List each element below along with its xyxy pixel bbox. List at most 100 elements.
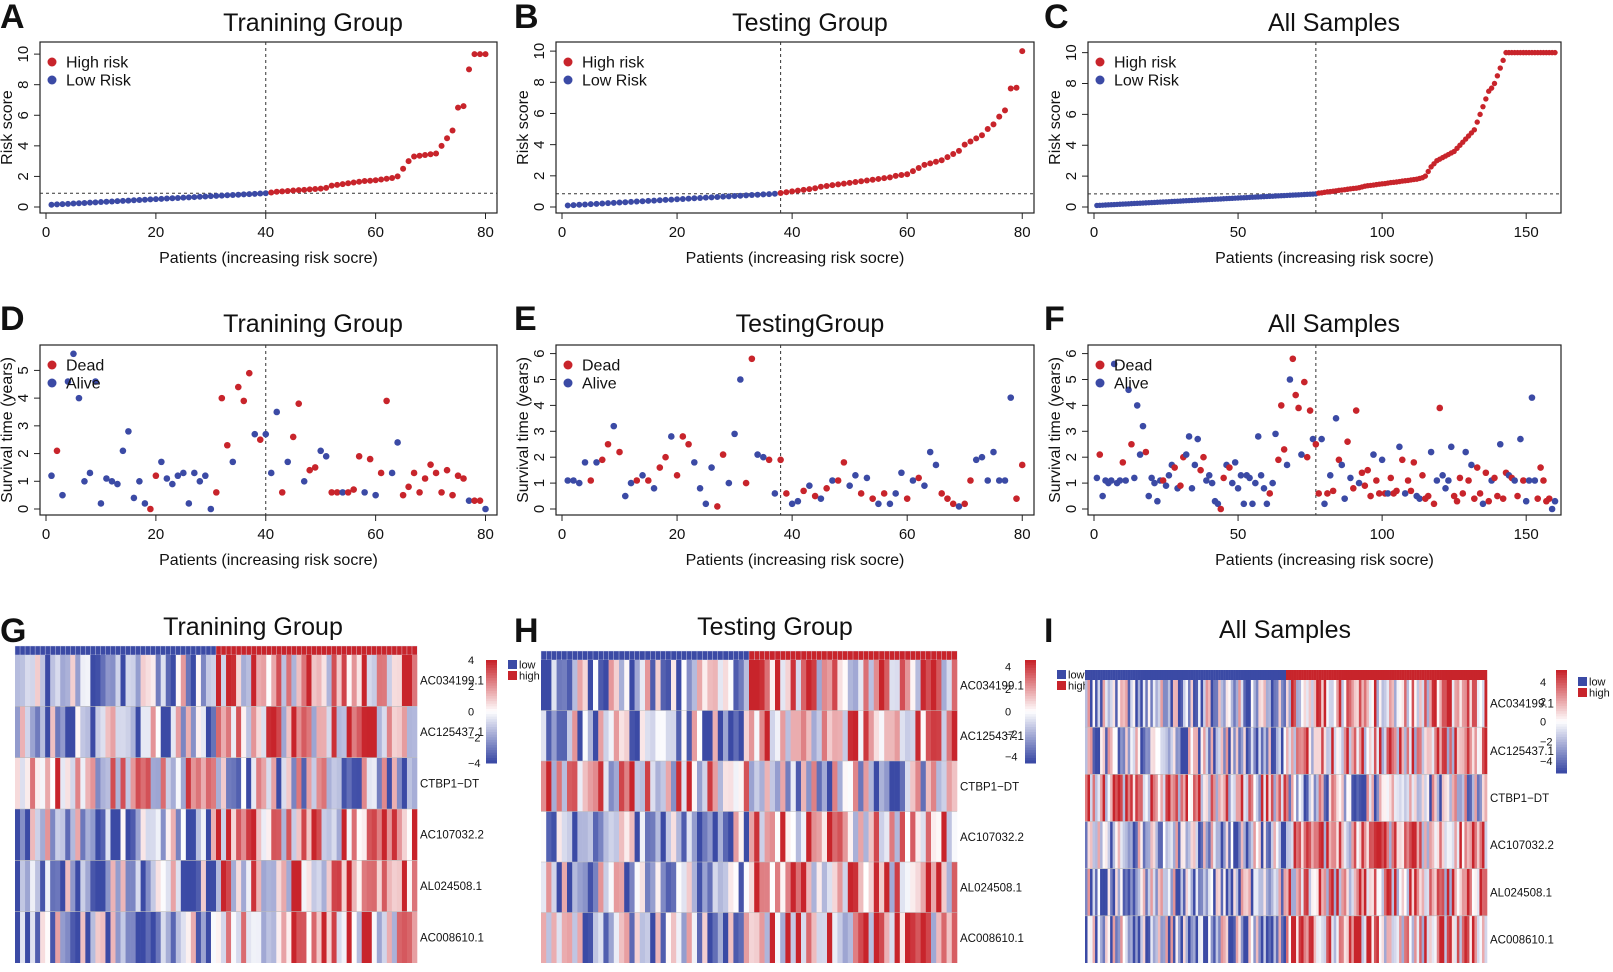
heatmap-cell: [261, 757, 267, 809]
dead-point: [880, 490, 888, 497]
low-risk-point: [48, 201, 55, 208]
heatmap-cell: [936, 912, 942, 963]
heatmap-cell: [1132, 915, 1136, 963]
heatmap-cell: [1280, 868, 1284, 916]
low-group-cell: [1278, 670, 1282, 680]
heatmap-cell: [20, 860, 26, 912]
heatmap-cell: [361, 911, 368, 963]
low-group-cell: [1147, 670, 1151, 680]
heatmap-cell: [1296, 915, 1299, 963]
legend-label: Dead: [1114, 358, 1152, 375]
dead-point: [449, 491, 456, 499]
heatmap-cell: [346, 655, 352, 707]
heatmap-cell: [1208, 774, 1211, 822]
heatmap-cell: [1351, 774, 1355, 822]
heatmap-cell: [634, 660, 641, 711]
low-group-cell: [1105, 670, 1108, 680]
heatmap-cell: [396, 860, 403, 912]
heatmap-cell: [1404, 774, 1407, 822]
heatmap-cell: [1363, 727, 1367, 775]
y-tick-label: 10: [531, 43, 548, 60]
heatmap-cell: [546, 811, 552, 862]
data-points: [564, 48, 1026, 209]
heatmap-cell: [1454, 680, 1458, 728]
heatmap-cell: [572, 811, 578, 862]
heatmap-cell: [582, 811, 589, 862]
heatmap-cell: [115, 860, 121, 912]
heatmap-cell: [1117, 915, 1121, 963]
dead-point: [644, 477, 652, 484]
heatmap-cell: [806, 862, 812, 913]
heatmap-cell: [55, 706, 61, 758]
heatmap-cell: [406, 911, 413, 963]
heatmap-cell: [1250, 915, 1254, 963]
heatmap-cell: [884, 761, 890, 812]
dead-point: [587, 477, 595, 484]
heatmap-cell: [707, 761, 713, 812]
heatmap-cell: [396, 809, 403, 861]
heatmap-cell: [25, 860, 31, 912]
alive-point: [1252, 479, 1259, 487]
high-risk-point: [427, 151, 434, 158]
y-axis-label: Survival time (years): [0, 357, 16, 503]
heatmap-cell: [1303, 680, 1307, 728]
y-tick-label: 2: [15, 449, 32, 457]
heatmap-cell: [785, 660, 791, 711]
low-group-cell: [145, 645, 152, 656]
heatmap-cell: [1471, 774, 1475, 822]
heatmap-cell: [1253, 821, 1257, 869]
heatmap-cell: [1321, 727, 1324, 775]
heatmap-cell: [1218, 727, 1221, 775]
heatmap-cell: [1481, 868, 1485, 916]
heatmap-cell: [686, 862, 693, 913]
heatmap-cell: [1107, 727, 1111, 775]
colorbar-swatch: [1556, 706, 1567, 710]
heatmap-cell: [790, 862, 797, 913]
heatmap-cell: [1411, 727, 1415, 775]
heatmap-cell: [1235, 680, 1239, 728]
heatmap-cell: [754, 710, 760, 761]
heatmap-cell: [1373, 821, 1377, 869]
heatmap-cell: [639, 761, 646, 812]
gene-label: AL024508.1: [960, 882, 1022, 894]
high-group-cell: [1421, 670, 1425, 680]
heatmap-cell: [1160, 680, 1164, 728]
heatmap-cell: [1105, 868, 1108, 916]
heatmap-cell: [1318, 868, 1322, 916]
heatmap-cell: [336, 706, 342, 758]
heatmap-cell: [391, 809, 398, 861]
heatmap-cell: [889, 660, 895, 711]
heatmap-cell: [100, 655, 106, 707]
heatmap-cell: [925, 761, 932, 812]
alive-point: [1298, 451, 1305, 458]
low-group-cell: [707, 650, 714, 661]
heatmap-cell: [811, 862, 817, 913]
heatmap-cell: [241, 706, 247, 758]
heatmap-cell: [1087, 868, 1091, 916]
colorbar-swatch: [1556, 729, 1567, 733]
heatmap-cell: [60, 706, 66, 758]
high-group-cell: [301, 645, 307, 656]
alive-point: [1182, 451, 1190, 458]
alive-point: [1125, 386, 1132, 394]
colorbar-swatch: [486, 729, 497, 733]
heatmap-cell: [1215, 727, 1219, 775]
heatmap-cell: [1142, 821, 1146, 869]
heatmap-cell: [1356, 821, 1360, 869]
alive-point: [300, 477, 308, 485]
dead-point: [616, 448, 623, 456]
dead-point: [1292, 391, 1299, 399]
heatmap-cell: [216, 655, 222, 707]
low-risk-point: [685, 195, 692, 202]
heatmap-cell: [75, 809, 81, 861]
low-group-cell: [1193, 670, 1196, 680]
heatmap-cell: [65, 757, 71, 809]
heatmap-cell: [691, 710, 698, 761]
high-risk-point: [455, 104, 462, 111]
heatmap-cell: [30, 911, 36, 963]
heatmap-cell: [1406, 727, 1410, 775]
colorbar-swatch: [1556, 718, 1567, 722]
heatmap-cell: [160, 911, 167, 963]
heatmap-cell: [1323, 821, 1327, 869]
high-group-cell: [1351, 670, 1355, 680]
